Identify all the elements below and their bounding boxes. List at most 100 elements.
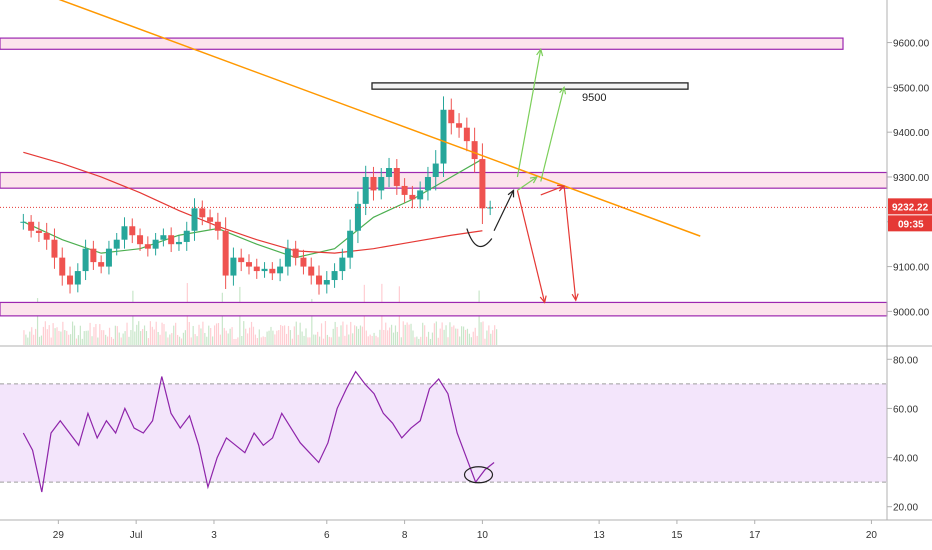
volume-bar xyxy=(77,335,80,345)
rsi-line xyxy=(22,370,495,493)
candle-body xyxy=(393,168,400,186)
volume-bar xyxy=(418,338,420,345)
candle-body xyxy=(386,168,393,177)
candle-body xyxy=(129,226,136,236)
current-price-label: 9232.22 xyxy=(892,202,929,213)
candle-body xyxy=(222,230,229,276)
volume-bar xyxy=(285,333,288,345)
volume-bar xyxy=(118,332,120,345)
volume-bar xyxy=(270,326,272,345)
candle-body xyxy=(82,248,89,272)
volume-bar xyxy=(68,334,70,345)
candle-body xyxy=(487,207,494,209)
rsi-band xyxy=(0,383,887,483)
time-axis[interactable]: 29 Jul 3 6 8 10 13 15 17 20 xyxy=(0,519,932,541)
volume-bar xyxy=(198,324,200,345)
volume-bar xyxy=(342,321,344,345)
volume-bar xyxy=(455,328,457,345)
time-tick-label: 15 xyxy=(671,530,683,541)
volume-bar xyxy=(301,331,303,345)
volume-bar xyxy=(167,337,169,345)
volume-bar xyxy=(202,321,204,345)
volume-bar xyxy=(46,329,48,345)
candle-body xyxy=(253,266,260,272)
volume-bar xyxy=(245,328,247,345)
volume-bar xyxy=(128,336,130,345)
volume-bar xyxy=(23,330,25,345)
volume-bar xyxy=(328,336,330,345)
volume-bar xyxy=(161,322,163,345)
volume-bar xyxy=(165,331,167,345)
volume-bar xyxy=(420,336,422,345)
candle-body xyxy=(74,271,81,285)
volume-bar xyxy=(476,335,478,345)
candle-body xyxy=(98,262,105,267)
volume-bar xyxy=(357,328,360,345)
volume-bar xyxy=(346,324,348,345)
volume-bar xyxy=(231,327,233,345)
volume-bar xyxy=(359,325,362,345)
volume-bar xyxy=(392,332,395,345)
candle-body xyxy=(245,262,252,267)
candle-body xyxy=(440,109,447,164)
volume-bar xyxy=(192,325,194,345)
volume-bar xyxy=(122,333,124,345)
price-tick-label: 9400.00 xyxy=(893,128,930,139)
volume-bar xyxy=(326,334,328,345)
price-tick-label: 9300.00 xyxy=(893,173,930,184)
price-tick-label: 9500.00 xyxy=(893,83,930,94)
volume-bar xyxy=(252,326,255,345)
volume-bar xyxy=(149,321,151,345)
candle-body xyxy=(51,239,58,258)
volume-bar xyxy=(461,326,463,345)
volume-bar xyxy=(105,334,107,345)
projection-arrow-red-1-head xyxy=(539,295,547,304)
volume-bar xyxy=(243,321,245,345)
candle-body xyxy=(409,194,416,200)
candle-body xyxy=(401,185,408,195)
volume-bar xyxy=(387,330,389,345)
volume-bar xyxy=(38,336,41,345)
volume-bar xyxy=(334,321,336,345)
volume-bar xyxy=(62,321,64,345)
volume-bar xyxy=(204,332,206,345)
candle-body xyxy=(471,141,478,160)
price-pane[interactable] xyxy=(0,0,888,345)
volume-bar xyxy=(153,329,155,345)
volume-bar xyxy=(449,322,451,345)
candle-body xyxy=(230,257,237,276)
candle-body xyxy=(370,176,377,191)
candle-body xyxy=(144,244,151,249)
volume-bar xyxy=(248,327,251,345)
volume-bar xyxy=(484,338,486,345)
price-axis[interactable]: 9600.009500.009400.009300.009200.009100.… xyxy=(886,0,932,520)
volume-bar xyxy=(184,330,186,345)
volume-bar xyxy=(466,328,469,345)
time-tick-labels: 29 Jul 3 6 8 10 13 15 17 20 xyxy=(53,520,877,541)
volume-bar xyxy=(322,338,325,345)
volume-bar xyxy=(482,321,484,345)
volume-bar xyxy=(223,327,225,345)
volume-bar xyxy=(402,321,404,345)
volume-bar xyxy=(435,321,437,345)
rsi-tick-label: 80.00 xyxy=(893,355,918,366)
volume-bar xyxy=(354,325,356,345)
volume-bar xyxy=(70,334,72,345)
projection-arrow-green-1-head xyxy=(536,47,544,57)
volume-bar xyxy=(282,325,284,345)
volume-bar xyxy=(71,321,74,345)
volume-bar xyxy=(241,335,243,345)
volume-bar xyxy=(40,335,43,345)
projection-arrow-black xyxy=(493,190,515,232)
time-tick-label: Jul xyxy=(130,530,143,541)
volume-bar xyxy=(303,335,305,345)
candle-body xyxy=(137,235,144,245)
volume-bar xyxy=(276,330,278,345)
volume-bar xyxy=(36,298,39,345)
projection-arrow-green-3 xyxy=(517,176,538,191)
volume-bar xyxy=(83,331,85,345)
candle-body xyxy=(105,248,112,267)
volume-bar xyxy=(439,328,441,345)
rsi-pane[interactable] xyxy=(0,370,887,493)
